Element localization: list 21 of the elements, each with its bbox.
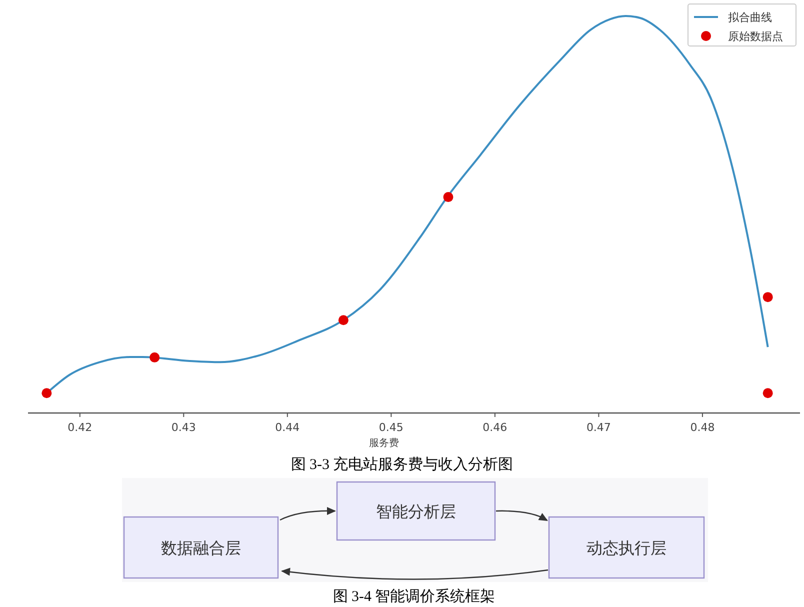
text: 图 3-3 充电站服务费与收入分析图	[290, 456, 514, 473]
x-tick-label: 0.47	[586, 421, 611, 434]
text: 数据融合层	[161, 538, 241, 558]
point	[443, 192, 454, 202]
x-tick-label: 0.42	[68, 421, 92, 434]
x-tick-label: 0.46	[482, 421, 508, 434]
x-tick-label: 0.45	[378, 421, 404, 434]
point	[762, 388, 773, 398]
text: 图 3-4 智能调价系统框架	[332, 588, 496, 605]
x-tick-label: 0.48	[690, 421, 715, 434]
text: 智能分析层	[376, 502, 456, 521]
legend-label: 原始数据点	[728, 30, 783, 43]
text: 动态执行层	[586, 538, 666, 558]
legend-label: 拟合曲线	[728, 11, 772, 24]
point	[762, 292, 773, 302]
point	[42, 388, 52, 398]
x-axis-title: 服务费	[369, 437, 399, 449]
point	[150, 352, 160, 362]
x-tick-label: 0.43	[171, 421, 196, 434]
point	[338, 315, 348, 326]
x-tick-label: 0.44	[275, 421, 300, 434]
